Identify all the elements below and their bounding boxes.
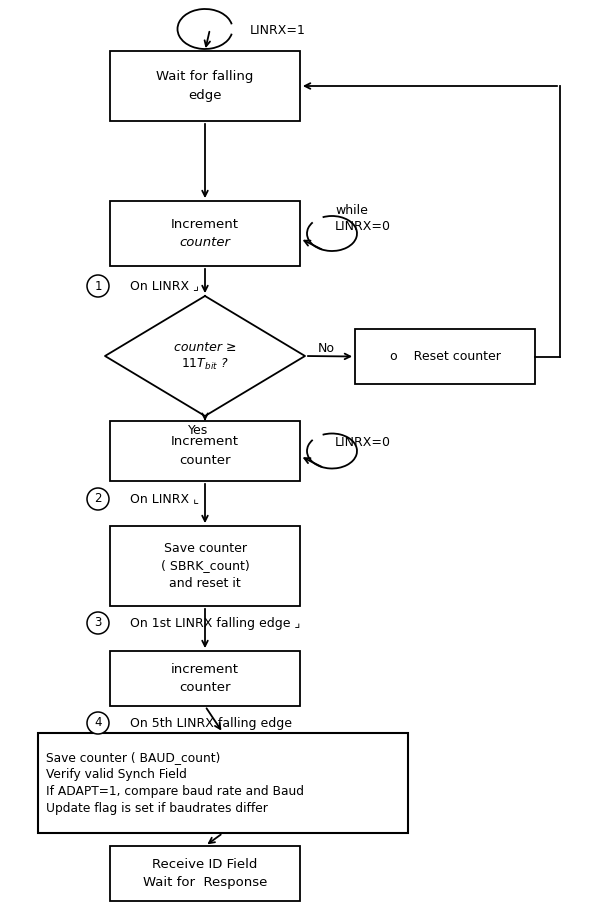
Text: No: No xyxy=(318,343,335,355)
Circle shape xyxy=(87,275,109,297)
Text: 1: 1 xyxy=(94,280,102,292)
Text: Increment: Increment xyxy=(171,218,239,230)
Text: counter: counter xyxy=(179,681,231,694)
Bar xyxy=(110,201,300,266)
Bar xyxy=(110,526,300,606)
Bar xyxy=(110,846,300,901)
Text: 4: 4 xyxy=(94,716,102,730)
Text: On LINRX ⌞: On LINRX ⌞ xyxy=(130,493,199,506)
Text: Update flag is set if baudrates differ: Update flag is set if baudrates differ xyxy=(46,803,268,815)
Text: o    Reset counter: o Reset counter xyxy=(389,350,501,363)
Text: increment: increment xyxy=(171,663,239,676)
Text: LINRX=0: LINRX=0 xyxy=(335,436,391,449)
Text: counter ≥: counter ≥ xyxy=(174,341,236,353)
Text: On LINRX ⌟: On LINRX ⌟ xyxy=(130,280,199,292)
Text: On 1st LINRX falling edge ⌟: On 1st LINRX falling edge ⌟ xyxy=(130,617,300,630)
Circle shape xyxy=(87,712,109,734)
Text: while: while xyxy=(335,204,368,218)
Bar xyxy=(110,51,300,121)
Text: Increment: Increment xyxy=(171,435,239,448)
Text: Save counter ( BAUD_count): Save counter ( BAUD_count) xyxy=(46,751,221,763)
Bar xyxy=(110,421,300,481)
Polygon shape xyxy=(105,296,305,416)
Text: counter: counter xyxy=(179,454,231,466)
Circle shape xyxy=(87,488,109,510)
Text: ( SBRK_count): ( SBRK_count) xyxy=(160,559,249,572)
Bar xyxy=(355,329,535,384)
Text: Save counter: Save counter xyxy=(163,542,246,555)
Text: On 5th LINRX falling edge: On 5th LINRX falling edge xyxy=(130,716,292,730)
Bar xyxy=(38,733,408,833)
Text: counter: counter xyxy=(180,236,231,250)
Text: $11T_{bit}$ ?: $11T_{bit}$ ? xyxy=(181,357,229,373)
Text: LINRX=0: LINRX=0 xyxy=(335,220,391,232)
Text: Receive ID Field: Receive ID Field xyxy=(152,858,258,871)
Text: LINRX=1: LINRX=1 xyxy=(250,25,306,37)
Text: Yes: Yes xyxy=(188,425,208,437)
Text: 2: 2 xyxy=(94,493,102,506)
Bar xyxy=(110,651,300,706)
Text: Verify valid Synch Field: Verify valid Synch Field xyxy=(46,768,187,781)
Text: If ADAPT=1, compare baud rate and Baud: If ADAPT=1, compare baud rate and Baud xyxy=(46,785,304,798)
Text: 3: 3 xyxy=(94,617,102,630)
Text: and reset it: and reset it xyxy=(169,577,241,590)
Text: Wait for  Response: Wait for Response xyxy=(143,876,267,889)
Circle shape xyxy=(87,612,109,634)
Text: edge: edge xyxy=(188,88,222,102)
Text: Wait for falling: Wait for falling xyxy=(156,70,254,83)
